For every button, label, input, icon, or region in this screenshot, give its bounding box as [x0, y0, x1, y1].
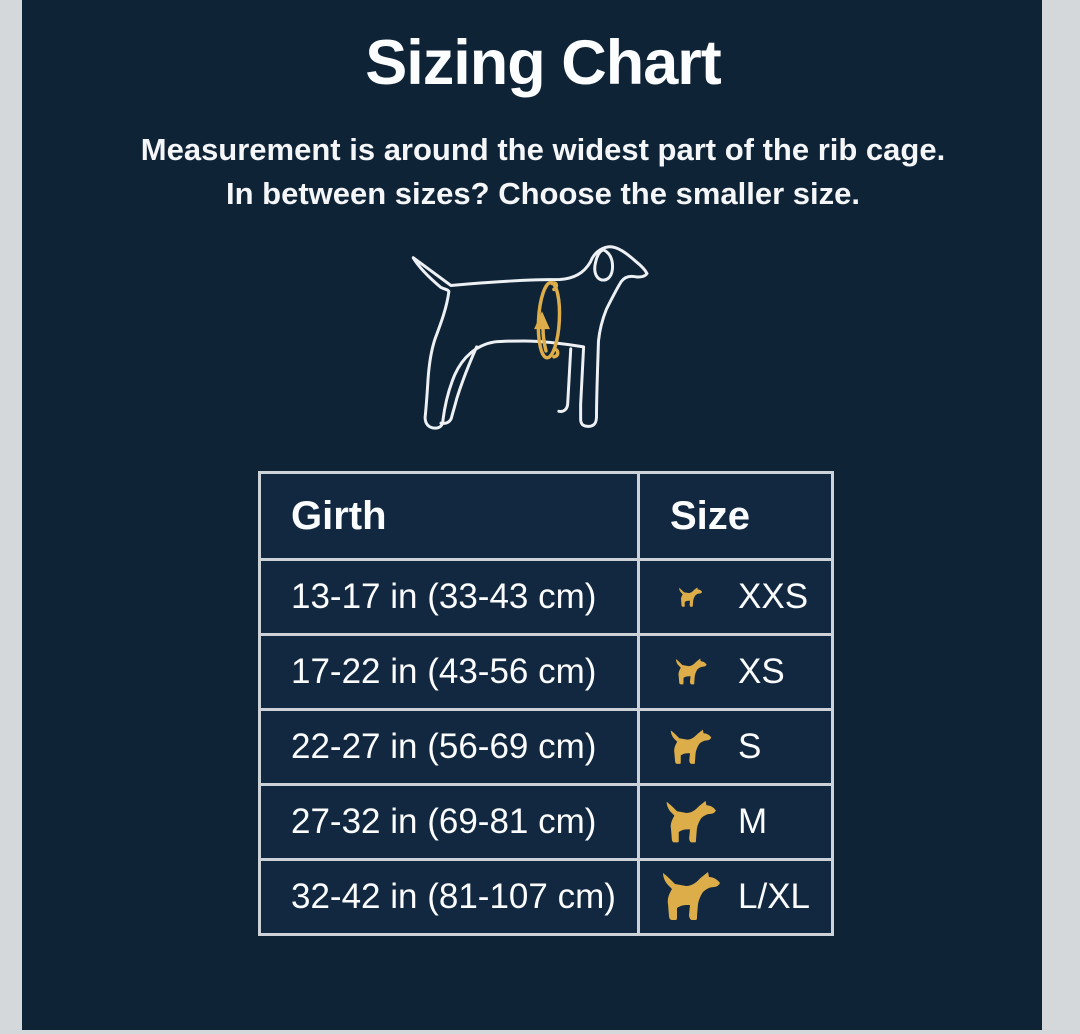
- measurement-note: Measurement is around the widest part of…: [33, 128, 1053, 216]
- sizing-chart-content: Sizing Chart Measurement is around the w…: [33, 0, 1053, 443]
- table-header-row: Girth Size: [258, 471, 834, 561]
- up-arrow-icon: [534, 311, 550, 353]
- page-title: Sizing Chart: [365, 28, 722, 98]
- girth-value: 27-32 in (69-81 cm): [258, 783, 640, 861]
- size-label: M: [738, 802, 768, 841]
- table-row-s: 22-27 in (56-69 cm) S: [258, 708, 834, 786]
- size-label: L/XL: [738, 877, 810, 916]
- girth-value: 22-27 in (56-69 cm): [258, 708, 640, 786]
- dog-girth-illustration: [411, 245, 649, 430]
- size-label: S: [738, 727, 762, 766]
- dog-silhouette-icon: [656, 800, 724, 845]
- dog-silhouette-icon: [656, 729, 724, 766]
- measurement-note-line-2: In between sizes? Choose the smaller siz…: [226, 176, 860, 211]
- girth-measuring-loop-icon: [534, 280, 562, 360]
- size-label: XS: [738, 652, 785, 691]
- table-row-m: 27-32 in (69-81 cm) M: [258, 783, 834, 861]
- table-header-girth: Girth: [258, 471, 640, 561]
- sizing-chart-panel: Sizing Chart Measurement is around the w…: [22, 0, 1042, 1030]
- sizing-table: Girth Size 13-17 in (33-43 cm) XXS 17-22…: [258, 471, 834, 936]
- table-row-xs: 17-22 in (43-56 cm) XS: [258, 633, 834, 711]
- girth-value: 13-17 in (33-43 cm): [258, 558, 640, 636]
- dog-silhouette-icon: [656, 658, 724, 686]
- dog-silhouette-icon: [656, 871, 724, 923]
- size-label: XXS: [738, 577, 809, 616]
- dog-side-outline-icon: [411, 245, 649, 430]
- table-row-lxl: 32-42 in (81-107 cm) L/XL: [258, 858, 834, 936]
- dog-silhouette-icon: [656, 587, 724, 608]
- measurement-note-line-1: Measurement is around the widest part of…: [140, 132, 946, 167]
- girth-value: 32-42 in (81-107 cm): [258, 858, 640, 936]
- girth-value: 17-22 in (43-56 cm): [258, 633, 640, 711]
- table-header-size: Size: [637, 471, 834, 561]
- table-row-xxs: 13-17 in (33-43 cm) XXS: [258, 558, 834, 636]
